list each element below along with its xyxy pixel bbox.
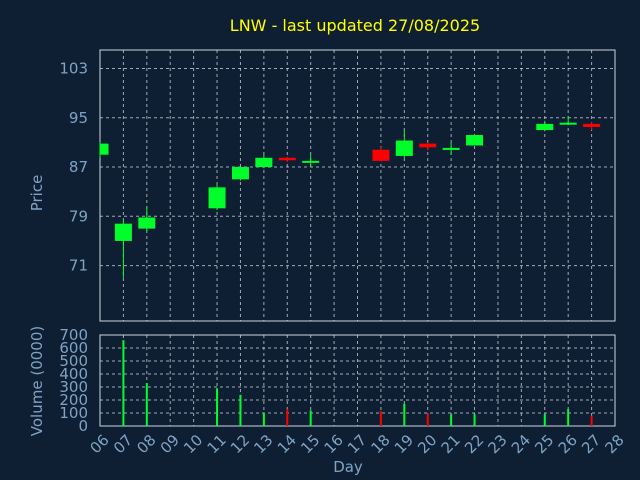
day-tick-label: 18 — [367, 431, 393, 457]
candle-body — [419, 143, 437, 148]
volume-panel-frame — [99, 334, 616, 427]
day-tick-label: 08 — [133, 431, 159, 457]
day-tick-label: 20 — [414, 431, 440, 457]
volume-bar — [473, 414, 476, 426]
day-axis-ticks: 0607080910111213141516171819202122232425… — [87, 431, 628, 457]
day-tick-label: 21 — [438, 431, 464, 457]
price-tick-label: 87 — [69, 158, 88, 176]
candle-body — [372, 149, 390, 161]
volume-bar — [216, 388, 219, 426]
day-tick-label: 09 — [157, 431, 183, 457]
price-axis-label: Price — [28, 175, 46, 212]
candle-body — [583, 123, 601, 127]
day-tick-label: 19 — [391, 431, 417, 457]
candle-body — [100, 143, 109, 155]
volume-bar — [403, 403, 406, 426]
volume-tick-label: 600 — [59, 339, 88, 357]
candle-body — [302, 160, 320, 163]
volume-tick-label: 700 — [59, 326, 88, 344]
day-tick-label: 27 — [578, 431, 604, 457]
volume-series — [122, 340, 593, 426]
volume-tick-label: 0 — [78, 417, 88, 435]
volume-bar — [426, 413, 429, 426]
day-tick-label: 14 — [274, 431, 300, 457]
candle-body — [395, 140, 413, 156]
volume-bar — [239, 394, 242, 426]
day-tick-label: 12 — [227, 431, 253, 457]
day-tick-label: 11 — [204, 431, 230, 457]
volume-bar — [286, 409, 289, 426]
candle-body — [536, 123, 554, 131]
day-tick-label: 13 — [250, 431, 276, 457]
volume-bar — [309, 410, 312, 426]
price-tick-label: 103 — [59, 59, 88, 77]
day-tick-label: 25 — [531, 431, 557, 457]
candle-body — [138, 217, 156, 229]
candle-body — [255, 157, 273, 168]
volume-tick-label: 100 — [59, 404, 88, 422]
volume-tick-label: 500 — [59, 352, 88, 370]
candle-body — [208, 187, 226, 209]
day-tick-label: 22 — [461, 431, 487, 457]
price-tick-label: 71 — [69, 257, 88, 275]
candle-body — [231, 167, 249, 180]
volume-tick-label: 200 — [59, 391, 88, 409]
price-tick-label: 79 — [69, 207, 88, 225]
day-tick-label: 15 — [297, 431, 323, 457]
volume-tick-label: 300 — [59, 378, 88, 396]
candle-body — [278, 157, 296, 161]
day-tick-label: 23 — [484, 431, 510, 457]
volume-tick-label: 400 — [59, 365, 88, 383]
candle-body — [466, 134, 484, 146]
volume-bar — [262, 413, 265, 426]
price-axis-ticks: 71 79 87 95 103 — [59, 59, 88, 274]
day-tick-label: 26 — [555, 431, 581, 457]
price-gridlines — [99, 50, 616, 321]
day-tick-label: 24 — [508, 431, 534, 457]
volume-gridlines — [99, 334, 616, 427]
candlestick-series — [99, 115, 601, 278]
day-tick-label: 10 — [180, 431, 206, 457]
day-tick-label: 17 — [344, 431, 370, 457]
day-tick-label: 07 — [110, 431, 136, 457]
volume-axis-label: Volume (0000) — [28, 326, 46, 436]
volume-bar — [122, 340, 125, 426]
volume-bar — [543, 414, 546, 426]
price-panel-frame — [99, 49, 616, 322]
volume-bar — [590, 415, 593, 426]
candle-body — [559, 122, 577, 125]
volume-bar — [379, 411, 382, 426]
day-axis-label: Day — [333, 458, 363, 476]
candle-body — [442, 147, 460, 150]
volume-bar — [145, 383, 148, 426]
price-tick-label: 95 — [69, 109, 88, 127]
day-tick-label: 06 — [87, 431, 113, 457]
volume-bar — [567, 409, 570, 426]
candle-body — [114, 223, 132, 241]
chart-title: LNW - last updated 27/08/2025 — [230, 16, 480, 35]
volume-bar — [450, 414, 453, 426]
day-tick-label: 28 — [602, 431, 628, 457]
day-tick-label: 16 — [321, 431, 347, 457]
